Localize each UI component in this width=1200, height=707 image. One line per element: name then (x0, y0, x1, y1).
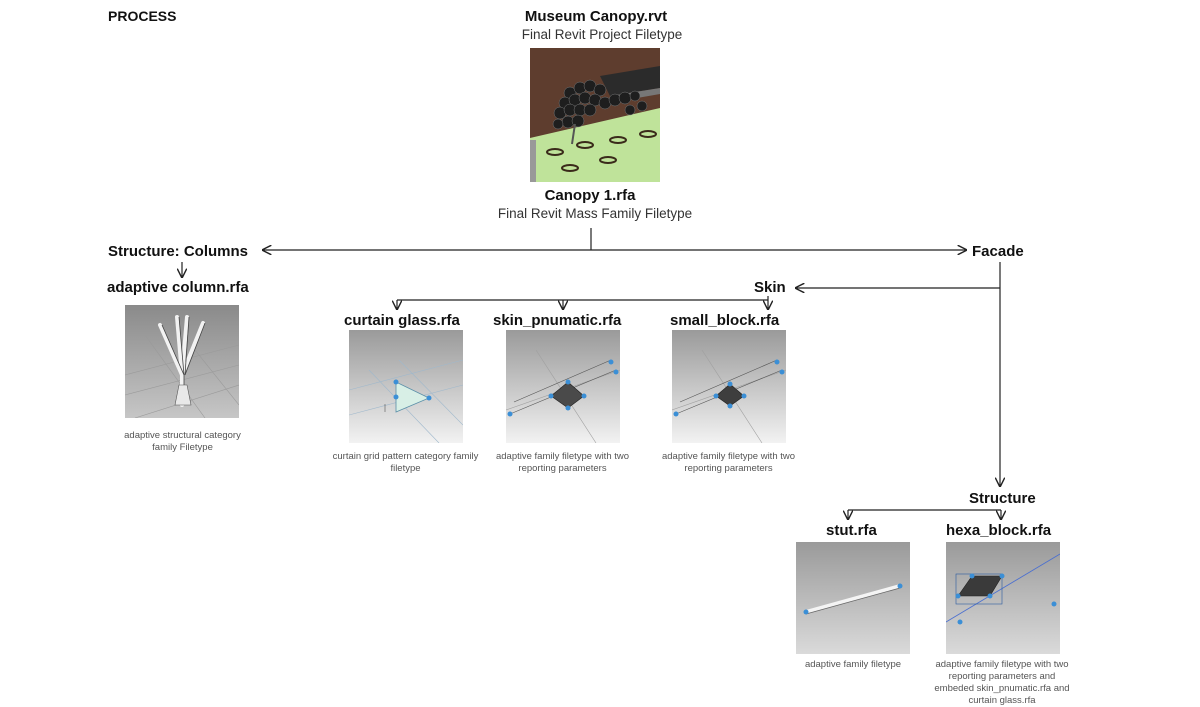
project-title: Museum Canopy.rvt (524, 8, 668, 25)
curtain-glass-render (349, 330, 463, 443)
adaptive-column-render (125, 305, 239, 418)
process-label: PROCESS (108, 8, 177, 24)
stut-caption: adaptive family filetype (804, 659, 902, 670)
small-block-render (672, 330, 786, 443)
project-subtitle: Final Revit Project Filetype (521, 27, 683, 42)
hexa-block-render (946, 542, 1060, 654)
mass-title: Canopy 1.rfa (544, 187, 636, 204)
hexa-block-caption: adaptive family filetype with two report… (934, 659, 1070, 706)
structure-columns-label: Structure: Columns (108, 243, 249, 260)
skin-label: Skin (754, 279, 786, 296)
facade-label: Facade (972, 243, 1024, 260)
skin-pnumatic-caption: adaptive family filetype with two report… (495, 451, 630, 474)
small-block-caption: adaptive family filetype with two report… (661, 451, 796, 474)
curtain-glass-title: curtain glass.rfa (344, 312, 460, 329)
structure-label: Structure (969, 490, 1036, 507)
stut-title: stut.rfa (826, 522, 877, 539)
adaptive-column-title: adaptive column.rfa (107, 279, 249, 296)
skin-pnumatic-render (506, 330, 620, 443)
museum-canopy-render (530, 48, 660, 182)
small-block-title: small_block.rfa (670, 312, 780, 329)
skin-pnumatic-title: skin_pnumatic.rfa (493, 312, 622, 329)
curtain-glass-caption: curtain grid pattern category family fil… (332, 451, 479, 474)
hexa-block-title: hexa_block.rfa (946, 522, 1052, 539)
mass-subtitle: Final Revit Mass Family Filetype (497, 206, 693, 221)
adaptive-column-caption: adaptive structural category family File… (124, 430, 241, 453)
stut-render (796, 542, 910, 654)
